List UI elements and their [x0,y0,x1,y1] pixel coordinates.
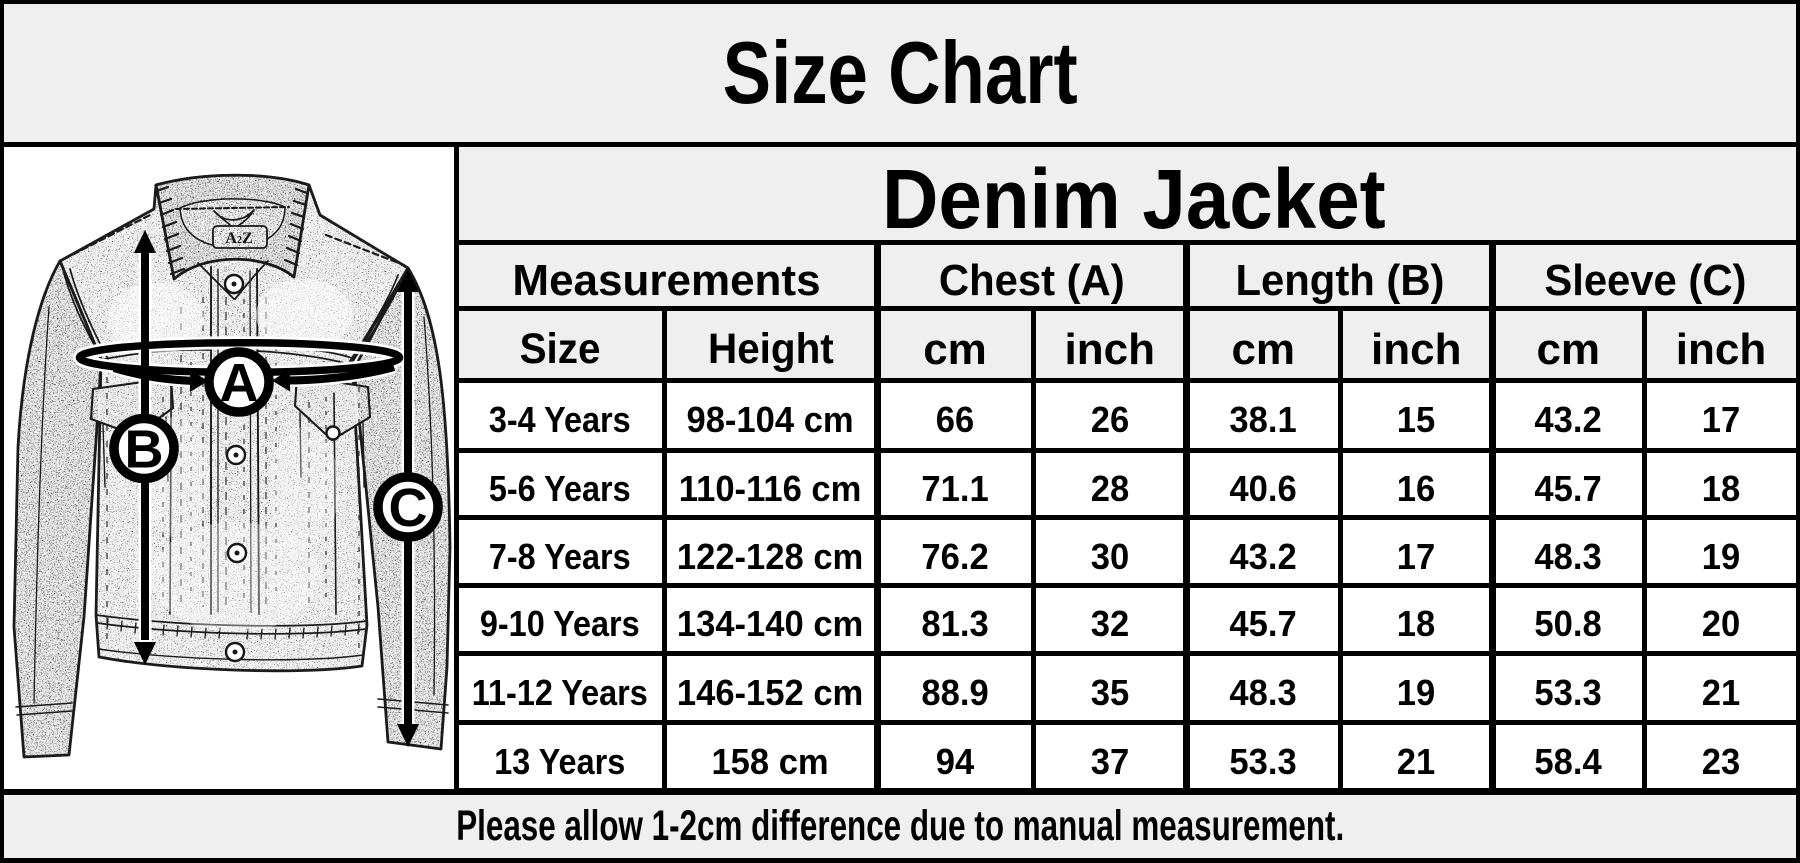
svg-text:A2Z: A2Z [225,230,252,247]
svg-text:A: A [220,353,259,413]
svg-text:B: B [125,419,164,479]
svg-text:C: C [389,478,428,538]
